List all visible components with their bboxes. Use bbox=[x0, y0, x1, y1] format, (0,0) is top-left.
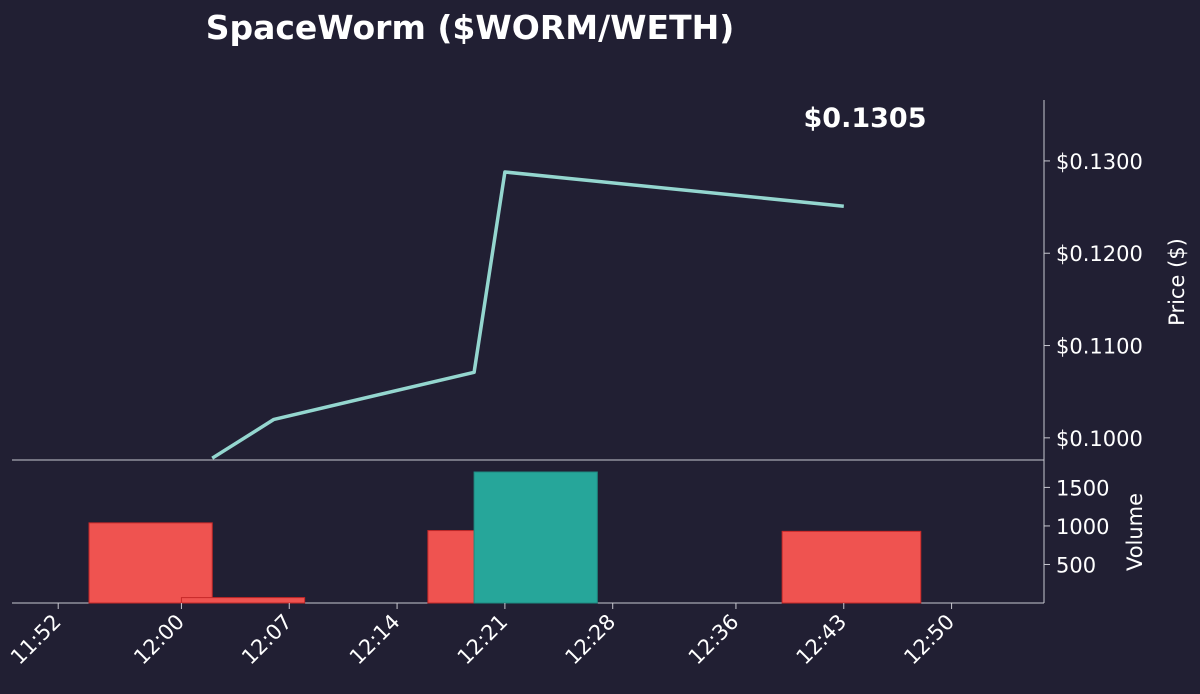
volume-axis-label: Volume bbox=[1123, 493, 1147, 571]
price-tick-label: $0.1300 bbox=[1056, 150, 1143, 174]
time-tick-label: 12:36 bbox=[684, 610, 744, 670]
time-tick-label: 12:21 bbox=[453, 610, 513, 670]
volume-bar bbox=[180, 597, 306, 604]
price-axis-label: Price ($) bbox=[1165, 238, 1189, 326]
volume-panel: 500 1000 1500 11:52 12:00 12:07 12:14 12:21 12:2… bbox=[6, 460, 1109, 669]
volume-bar bbox=[473, 471, 598, 604]
time-tick-label: 11:52 bbox=[6, 610, 66, 670]
volume-tick-label: 1500 bbox=[1056, 476, 1109, 500]
chart-title: SpaceWorm ($WORM/WETH) bbox=[206, 8, 735, 47]
volume-bar bbox=[781, 530, 922, 604]
current-price-label: $0.1305 bbox=[804, 103, 927, 134]
price-tick-label: $0.1200 bbox=[1056, 242, 1143, 266]
time-tick-label: 12:28 bbox=[560, 610, 620, 670]
time-tick-label: 12:50 bbox=[899, 610, 959, 670]
time-tick-label: 12:14 bbox=[345, 610, 405, 670]
price-tick-label: $0.1100 bbox=[1056, 335, 1143, 359]
time-tick-label: 12:07 bbox=[237, 610, 297, 670]
volume-tick-label: 500 bbox=[1056, 553, 1096, 577]
time-tick-label: 12:43 bbox=[792, 610, 852, 670]
time-tick-label: 12:00 bbox=[129, 610, 189, 670]
volume-bar bbox=[88, 522, 213, 604]
volume-bar bbox=[427, 530, 475, 604]
price-panel: $0.1000 $0.1100 $0.1200 $0.1300 bbox=[211, 100, 1143, 460]
price-line bbox=[211, 170, 844, 460]
price-tick-label: $0.1000 bbox=[1056, 427, 1143, 451]
volume-tick-label: 1000 bbox=[1056, 515, 1109, 539]
